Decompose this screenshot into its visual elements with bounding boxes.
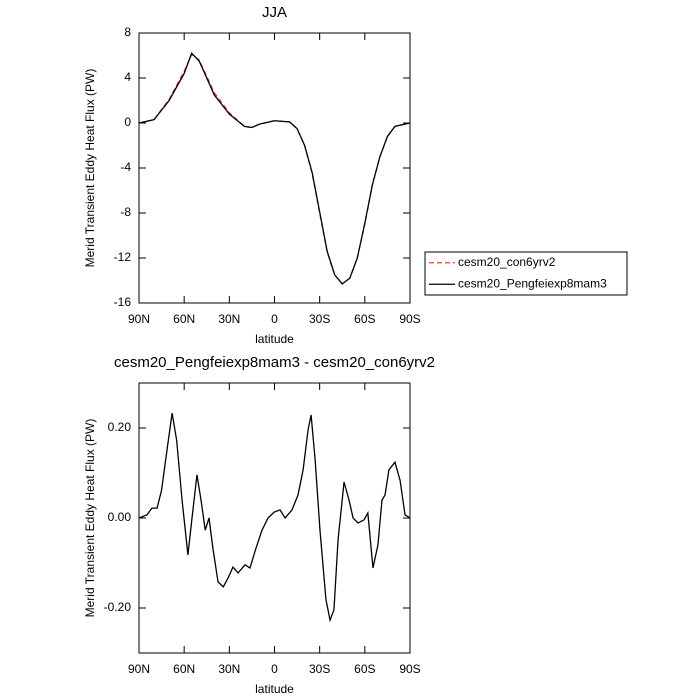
y-tick-label: -8 [120,205,131,219]
x-tick-label: 30S [309,312,330,326]
x-tick-label: 90S [399,312,420,326]
x-axis-label: latitude [255,682,294,696]
x-tick-label: 90N [128,662,150,676]
data-line [138,53,411,285]
x-tick-label: 60N [173,312,195,326]
chart-title: JJA [262,4,287,21]
y-tick-label: -12 [114,250,132,264]
legend-frame [424,251,628,296]
data-line [138,413,411,623]
y-tick-label: 8 [124,25,131,39]
x-tick-label: 30N [218,662,240,676]
data-line [138,52,411,285]
y-axis-label: Merid Transient Eddy Heat Flux (PW) [83,419,97,618]
x-tick-label: 90N [128,312,150,326]
y-tick-label: -16 [114,295,132,309]
x-axis-label: latitude [255,332,294,346]
x-tick-label: 0 [271,312,278,326]
chart-title: cesm20_Pengfeiexp8mam3 - cesm20_con6yrv2 [114,354,435,371]
plot-frame [138,32,411,304]
x-tick-label: 60S [354,662,375,676]
legend-label: cesm20_Pengfeiexp8mam3 [458,276,607,290]
y-axis-label: Merid Transient Eddy Heat Flux (PW) [83,69,97,268]
chart-panel: JJA latitude Merid Transient Eddy Heat Flu… [83,4,628,346]
x-tick-label: 60S [354,312,375,326]
y-tick-label: 0.00 [108,510,132,524]
plot-frame [138,382,411,654]
y-tick-label: -4 [120,160,131,174]
y-tick-label: 4 [124,70,131,84]
x-tick-label: 60N [173,662,195,676]
y-tick-label: 0 [124,115,131,129]
x-tick-label: 0 [271,662,278,676]
y-tick-label: 0.20 [108,420,132,434]
x-tick-label: 30S [309,662,330,676]
x-tick-label: 30N [218,312,240,326]
x-tick-label: 90S [399,662,420,676]
legend-label: cesm20_con6yrv2 [458,255,556,269]
y-tick-label: -0.20 [104,600,132,614]
chart-panel: cesm20_Pengfeiexp8mam3 - cesm20_con6yrv2… [83,354,435,696]
